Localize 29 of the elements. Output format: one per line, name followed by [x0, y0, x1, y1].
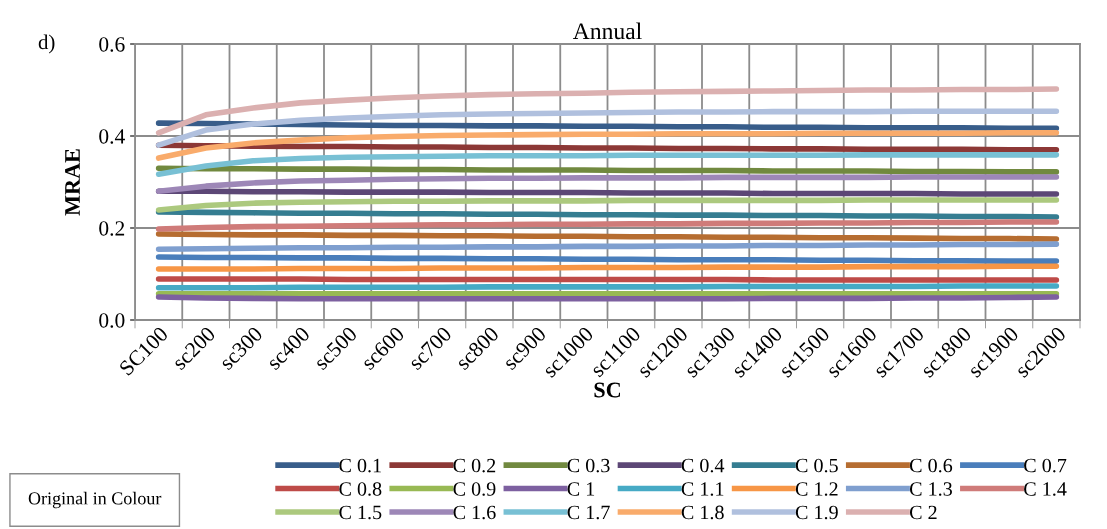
y-tick-label: 0.0 — [99, 313, 125, 328]
legend-label: C 0.5 — [795, 458, 838, 473]
chart-title: Annual — [572, 22, 642, 40]
text: Original in Colour — [28, 491, 162, 509]
legend-label: C 1.2 — [795, 482, 838, 496]
y-tick-label: 0.6 — [99, 37, 125, 52]
legend-label: C 0.3 — [567, 458, 610, 473]
legend-label: C 0.6 — [909, 458, 953, 473]
legend-label: C 0.4 — [681, 458, 725, 473]
y-tick-label: 0.2 — [99, 221, 125, 236]
legend-label: C 1.1 — [681, 482, 724, 496]
legend-label: C 1.5 — [339, 505, 382, 520]
legend-label: C 0.2 — [453, 458, 496, 473]
text: d) — [38, 34, 55, 54]
legend-label: C 1.7 — [567, 505, 610, 520]
y-axis-title: MRAE — [65, 149, 80, 216]
legend-label: C 0.9 — [453, 482, 496, 496]
legend-label: C 1 — [567, 482, 595, 496]
y-tick-label: 0.4 — [99, 129, 125, 144]
legend-label: C 0.1 — [339, 458, 381, 473]
legend-label: C 2 — [909, 505, 937, 520]
legend-label: C 1.3 — [909, 482, 952, 496]
legend-label: C 1.8 — [681, 505, 724, 520]
legend-label: C 1.9 — [795, 505, 838, 520]
legend-label: C 1.6 — [453, 505, 496, 520]
legend-label: C 0.7 — [1024, 458, 1067, 473]
legend-label: C 1.4 — [1024, 482, 1067, 496]
legend-label: C 0.8 — [339, 482, 382, 496]
x-axis-title: SC — [594, 382, 621, 398]
